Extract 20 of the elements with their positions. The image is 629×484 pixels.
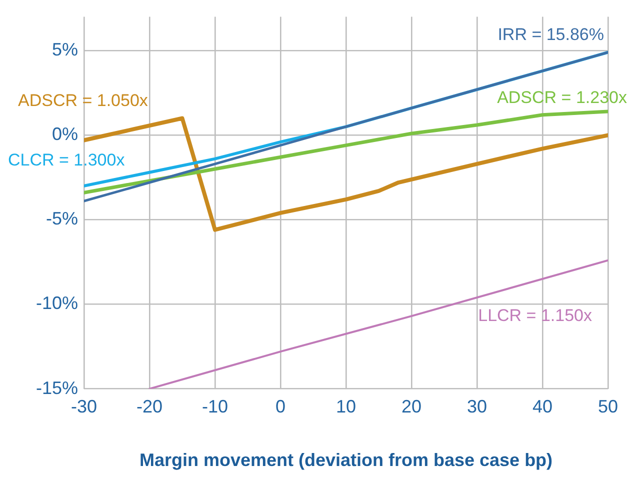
x-tick-label: 10 xyxy=(336,396,356,417)
series-label: ADSCR = 1.050x xyxy=(18,90,148,110)
x-tick-label: 0 xyxy=(275,396,286,417)
x-tick-label: 30 xyxy=(466,396,488,417)
series-label: LLCR = 1.150x xyxy=(478,306,592,325)
x-tick-label: 20 xyxy=(401,396,422,417)
x-tick-label: -10 xyxy=(202,396,228,417)
x-tick-label: -20 xyxy=(136,396,163,417)
y-tick-label: -10% xyxy=(36,293,78,314)
y-tick-label: 5% xyxy=(52,40,78,60)
x-tick-label: -30 xyxy=(70,396,98,417)
y-tick-label: -15% xyxy=(36,378,78,398)
y-tick-label: 0% xyxy=(52,124,78,144)
series-label: IRR = 15.86% xyxy=(498,24,604,44)
series-label: CLCR = 1.300x xyxy=(8,150,126,170)
series-label: ADSCR = 1.230x xyxy=(497,88,628,108)
y-tick-label: -5% xyxy=(46,208,78,229)
x-axis-title: Margin movement (deviation from base case bp) xyxy=(139,450,553,470)
x-tick-label: 50 xyxy=(598,396,618,417)
x-tick-label: 40 xyxy=(532,396,553,417)
